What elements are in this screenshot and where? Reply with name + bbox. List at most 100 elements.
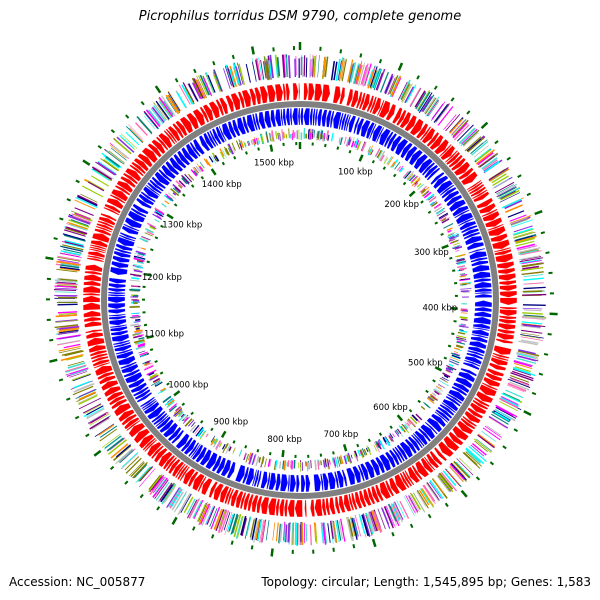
forward-cds-arrow	[124, 167, 142, 182]
tick-label: 100 kbp	[338, 167, 373, 177]
forward-feature-mark	[367, 70, 375, 89]
forward-feature-mark	[496, 186, 517, 197]
reverse-feature-mark	[215, 441, 222, 451]
reverse-cds-arrow	[256, 470, 262, 488]
outer-tick	[97, 144, 102, 149]
forward-feature-mark	[305, 57, 308, 78]
forward-feature-mark	[347, 59, 354, 83]
forward-cds-arrow	[325, 497, 331, 516]
forward-feature-mark	[460, 130, 478, 147]
reverse-feature-mark	[145, 228, 153, 233]
forward-feature-mark	[379, 71, 389, 93]
forward-feature-mark	[489, 168, 510, 182]
forward-cds-arrow	[460, 171, 478, 186]
forward-cds-arrow	[109, 194, 126, 204]
forward-cds-arrow	[111, 398, 128, 410]
forward-feature-mark	[514, 362, 533, 370]
outer-tick	[513, 428, 519, 433]
forward-feature-mark	[523, 286, 546, 290]
forward-feature-mark	[324, 56, 329, 78]
forward-feature-mark	[523, 314, 544, 317]
reverse-feature-mark	[325, 130, 330, 140]
reverse-feature-mark	[269, 458, 272, 466]
reverse-cds-arrow	[300, 474, 306, 493]
reverse-cds-arrow	[469, 251, 488, 261]
forward-feature-mark	[521, 323, 546, 328]
forward-cds-arrow	[374, 484, 384, 502]
reverse-feature-mark	[459, 275, 467, 277]
forward-feature-mark	[470, 444, 485, 457]
reverse-feature-mark	[456, 262, 466, 265]
reverse-feature-mark	[199, 430, 207, 440]
reverse-cds-arrow	[139, 396, 156, 408]
forward-feature-mark	[165, 97, 177, 113]
forward-cds-arrow	[85, 332, 104, 340]
forward-cds-arrow	[103, 206, 120, 216]
forward-cds-arrow	[150, 445, 165, 460]
forward-feature-mark	[466, 138, 482, 152]
forward-feature-mark	[120, 133, 138, 149]
forward-cds-arrow	[165, 128, 178, 144]
reverse-feature-mark	[338, 456, 342, 465]
forward-feature-mark	[471, 443, 487, 456]
reverse-feature-mark	[339, 455, 344, 465]
forward-feature-mark	[516, 357, 537, 365]
reverse-feature-mark	[184, 173, 193, 183]
reverse-feature-mark	[327, 134, 330, 141]
forward-feature-mark	[386, 74, 395, 95]
forward-feature-mark	[400, 83, 411, 101]
forward-feature-mark	[251, 61, 257, 82]
reverse-feature-mark	[195, 426, 204, 437]
forward-cds-arrow	[498, 273, 517, 281]
reverse-cds-arrow	[107, 302, 126, 310]
reverse-feature-mark	[456, 338, 467, 343]
forward-feature-mark	[312, 58, 314, 78]
forward-cds-arrow	[82, 295, 101, 303]
forward-cds-arrow	[458, 167, 474, 181]
accession-label: Accession: NC_005877	[9, 575, 146, 589]
genome-backbone	[101, 101, 499, 499]
outer-tick	[49, 338, 54, 342]
outer-tick	[45, 256, 54, 261]
reverse-cds-arrow	[404, 145, 418, 162]
outer-tick	[230, 540, 234, 545]
reverse-feature-mark	[178, 184, 183, 189]
forward-feature-mark	[500, 190, 517, 200]
forward-feature-mark	[369, 66, 378, 87]
reverse-feature-mark	[429, 395, 436, 401]
forward-feature-mark	[258, 57, 263, 80]
forward-cds-arrow	[367, 487, 376, 505]
forward-cds-arrow	[482, 210, 500, 222]
forward-feature-mark	[520, 267, 544, 272]
forward-feature-mark	[375, 72, 383, 91]
reverse-feature-mark	[191, 421, 196, 427]
reverse-cds-arrow	[135, 197, 153, 210]
reverse-cds-arrow	[348, 115, 357, 133]
reverse-cds-arrow	[203, 132, 215, 150]
forward-feature-mark	[89, 413, 110, 426]
inner-tick	[408, 409, 413, 413]
forward-feature-mark	[499, 397, 518, 409]
inner-tick	[434, 221, 439, 225]
reverse-feature-mark	[433, 388, 439, 393]
reverse-feature-mark	[164, 398, 174, 406]
forward-cds-arrow	[371, 97, 382, 115]
forward-cds-arrow	[498, 322, 516, 330]
reverse-feature-mark	[438, 383, 446, 389]
reverse-feature-mark	[450, 237, 457, 241]
inner-tick	[420, 200, 424, 204]
forward-feature-mark	[509, 381, 530, 391]
forward-cds-arrow	[491, 239, 510, 250]
forward-feature-mark	[57, 328, 78, 333]
reverse-cds-arrow	[155, 414, 169, 428]
forward-feature-mark	[517, 247, 541, 254]
reverse-cds-arrow	[426, 167, 441, 181]
reverse-cds-arrow	[108, 315, 127, 320]
forward-feature-mark	[186, 498, 196, 515]
forward-feature-mark	[63, 234, 86, 242]
forward-cds-arrow	[98, 375, 117, 385]
reverse-feature-mark	[149, 375, 159, 381]
reverse-cds-arrow	[108, 308, 126, 314]
tick-label: 200 kbp	[384, 200, 419, 210]
forward-feature-mark	[156, 479, 169, 496]
